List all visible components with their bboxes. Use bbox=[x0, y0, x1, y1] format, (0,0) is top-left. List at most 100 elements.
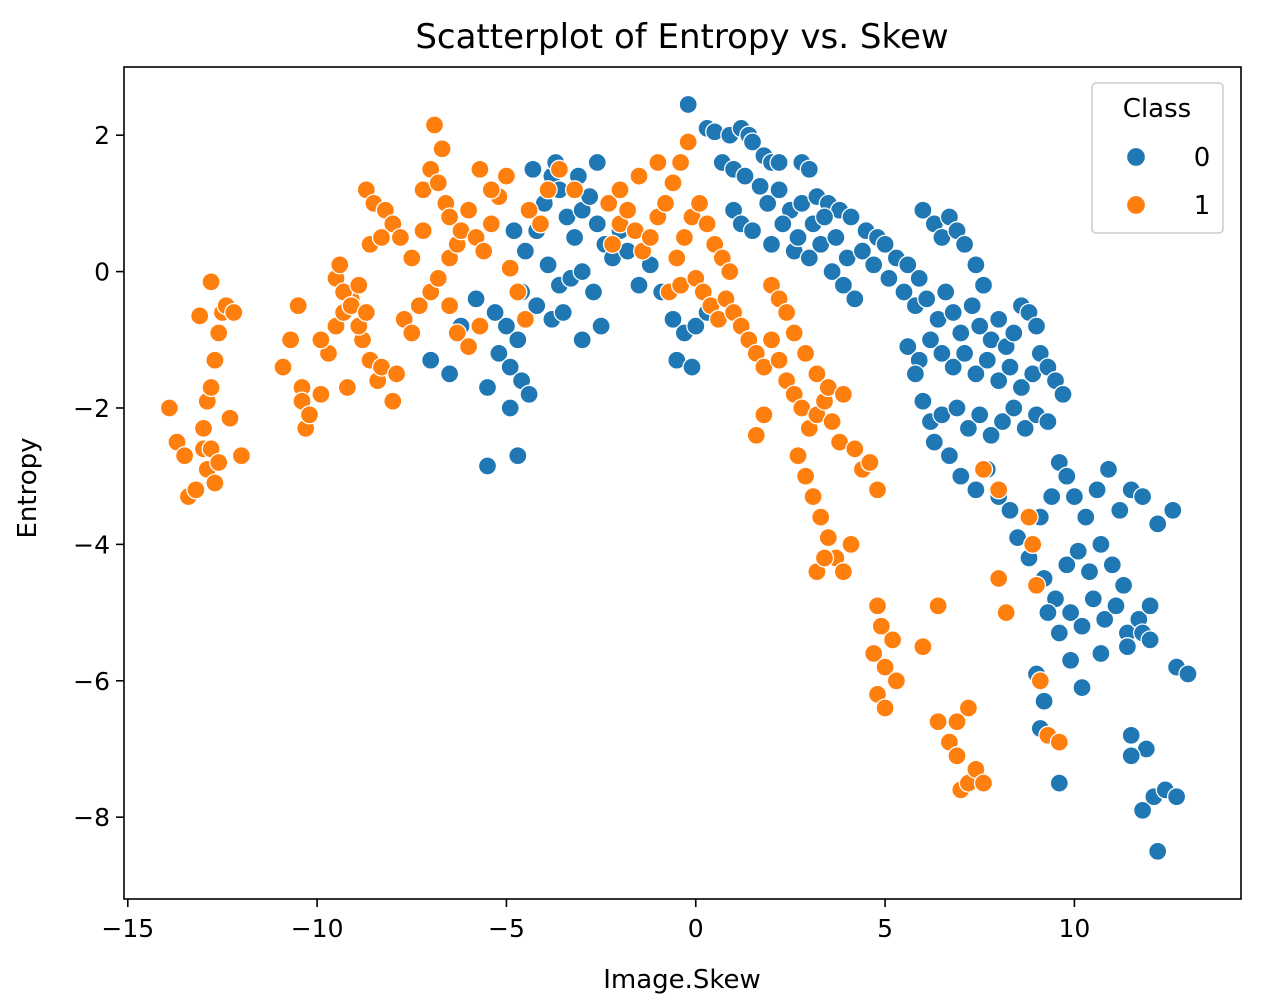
point-class-0 bbox=[1132, 800, 1153, 820]
point-class-0 bbox=[485, 302, 505, 323]
point-class-0 bbox=[1015, 418, 1035, 439]
legend-label-class-1: 1 bbox=[1194, 191, 1211, 221]
point-class-0 bbox=[966, 480, 986, 500]
point-class-0 bbox=[966, 364, 986, 384]
point-class-1 bbox=[663, 173, 683, 193]
point-class-1 bbox=[973, 459, 994, 480]
point-class-0 bbox=[1060, 602, 1081, 623]
point-class-0 bbox=[496, 316, 517, 336]
point-class-1 bbox=[689, 193, 710, 214]
point-class-0 bbox=[1079, 562, 1100, 582]
x-tick-label: −5 bbox=[488, 914, 525, 943]
legend: Class 0 1 bbox=[1091, 82, 1224, 234]
point-class-1 bbox=[746, 425, 766, 445]
point-class-1 bbox=[500, 258, 520, 278]
point-class-0 bbox=[833, 275, 854, 295]
point-class-0 bbox=[742, 221, 763, 241]
point-class-1 bbox=[776, 302, 797, 323]
point-class-1 bbox=[1019, 507, 1039, 527]
y-tick-label: 0 bbox=[94, 258, 110, 287]
data-points bbox=[159, 94, 1198, 861]
point-class-1 bbox=[818, 527, 838, 548]
point-class-1 bbox=[867, 596, 888, 616]
point-class-1 bbox=[201, 377, 221, 398]
y-tick-label: −4 bbox=[73, 530, 110, 559]
point-class-0 bbox=[515, 241, 536, 261]
x-axis-ticks: −15 −10 −5 0 5 10 bbox=[101, 899, 1090, 943]
x-tick-label: 0 bbox=[688, 914, 704, 943]
legend-frame bbox=[1091, 82, 1224, 234]
point-class-0 bbox=[1087, 480, 1107, 500]
point-class-0 bbox=[773, 214, 793, 234]
x-tick-label: 10 bbox=[1058, 914, 1090, 943]
legend-marker-class-1 bbox=[1125, 194, 1147, 216]
point-class-1 bbox=[530, 214, 551, 234]
point-class-1 bbox=[871, 616, 891, 636]
point-class-1 bbox=[273, 357, 293, 377]
y-axis-label: Entropy bbox=[13, 437, 43, 538]
point-class-0 bbox=[1098, 459, 1119, 480]
point-class-0 bbox=[1011, 377, 1032, 398]
point-class-1 bbox=[439, 207, 460, 227]
point-class-1 bbox=[280, 330, 301, 350]
point-class-0 bbox=[936, 282, 956, 302]
point-class-1 bbox=[409, 296, 429, 316]
point-class-1 bbox=[349, 275, 369, 295]
point-class-1 bbox=[1030, 671, 1050, 691]
point-class-1 bbox=[678, 132, 698, 152]
point-class-1 bbox=[958, 698, 979, 718]
point-class-0 bbox=[1064, 486, 1085, 507]
point-class-0 bbox=[1034, 691, 1054, 711]
point-class-0 bbox=[898, 336, 918, 357]
point-class-1 bbox=[655, 193, 676, 214]
point-class-0 bbox=[1038, 411, 1058, 432]
point-class-0 bbox=[1140, 596, 1160, 616]
y-tick-label: −2 bbox=[73, 394, 110, 423]
point-class-0 bbox=[845, 289, 865, 309]
point-class-0 bbox=[913, 391, 933, 411]
y-axis-ticks: 2 0 −2 −4 −6 −8 bbox=[73, 121, 124, 832]
point-class-1 bbox=[867, 480, 888, 500]
point-class-0 bbox=[966, 255, 986, 275]
point-class-0 bbox=[591, 316, 611, 336]
point-class-1 bbox=[928, 712, 948, 732]
point-class-1 bbox=[508, 282, 528, 302]
point-class-0 bbox=[989, 309, 1009, 329]
point-class-0 bbox=[439, 364, 460, 384]
point-class-1 bbox=[205, 473, 225, 493]
point-class-0 bbox=[822, 261, 842, 282]
plot-area bbox=[123, 66, 1242, 900]
point-class-1 bbox=[814, 548, 835, 568]
legend-marker-class-0 bbox=[1125, 146, 1147, 168]
point-class-0 bbox=[852, 241, 873, 261]
point-class-0 bbox=[1113, 575, 1134, 595]
point-class-1 bbox=[337, 377, 358, 398]
point-class-1 bbox=[648, 152, 668, 173]
point-class-1 bbox=[383, 391, 403, 411]
point-class-1 bbox=[670, 152, 691, 173]
point-class-0 bbox=[1060, 650, 1081, 670]
point-class-1 bbox=[330, 255, 350, 275]
point-class-0 bbox=[519, 384, 539, 404]
point-class-0 bbox=[962, 296, 982, 316]
point-class-1 bbox=[788, 446, 808, 466]
point-class-0 bbox=[1117, 637, 1138, 657]
point-class-1 bbox=[470, 159, 490, 179]
point-class-0 bbox=[1148, 841, 1168, 861]
point-class-1 bbox=[882, 630, 903, 650]
point-class-1 bbox=[209, 452, 229, 473]
point-class-0 bbox=[1004, 398, 1024, 418]
point-class-1 bbox=[428, 268, 448, 289]
point-class-0 bbox=[1076, 507, 1096, 527]
x-axis-label: Image.Skew bbox=[603, 965, 761, 995]
point-class-0 bbox=[954, 343, 975, 364]
point-class-1 bbox=[481, 180, 501, 200]
point-class-0 bbox=[686, 316, 706, 336]
point-class-1 bbox=[159, 398, 180, 418]
point-class-0 bbox=[587, 152, 607, 173]
point-class-1 bbox=[602, 234, 623, 254]
point-class-1 bbox=[201, 272, 221, 292]
point-class-0 bbox=[1004, 323, 1024, 343]
point-class-0 bbox=[799, 248, 819, 268]
point-class-0 bbox=[1166, 787, 1187, 807]
